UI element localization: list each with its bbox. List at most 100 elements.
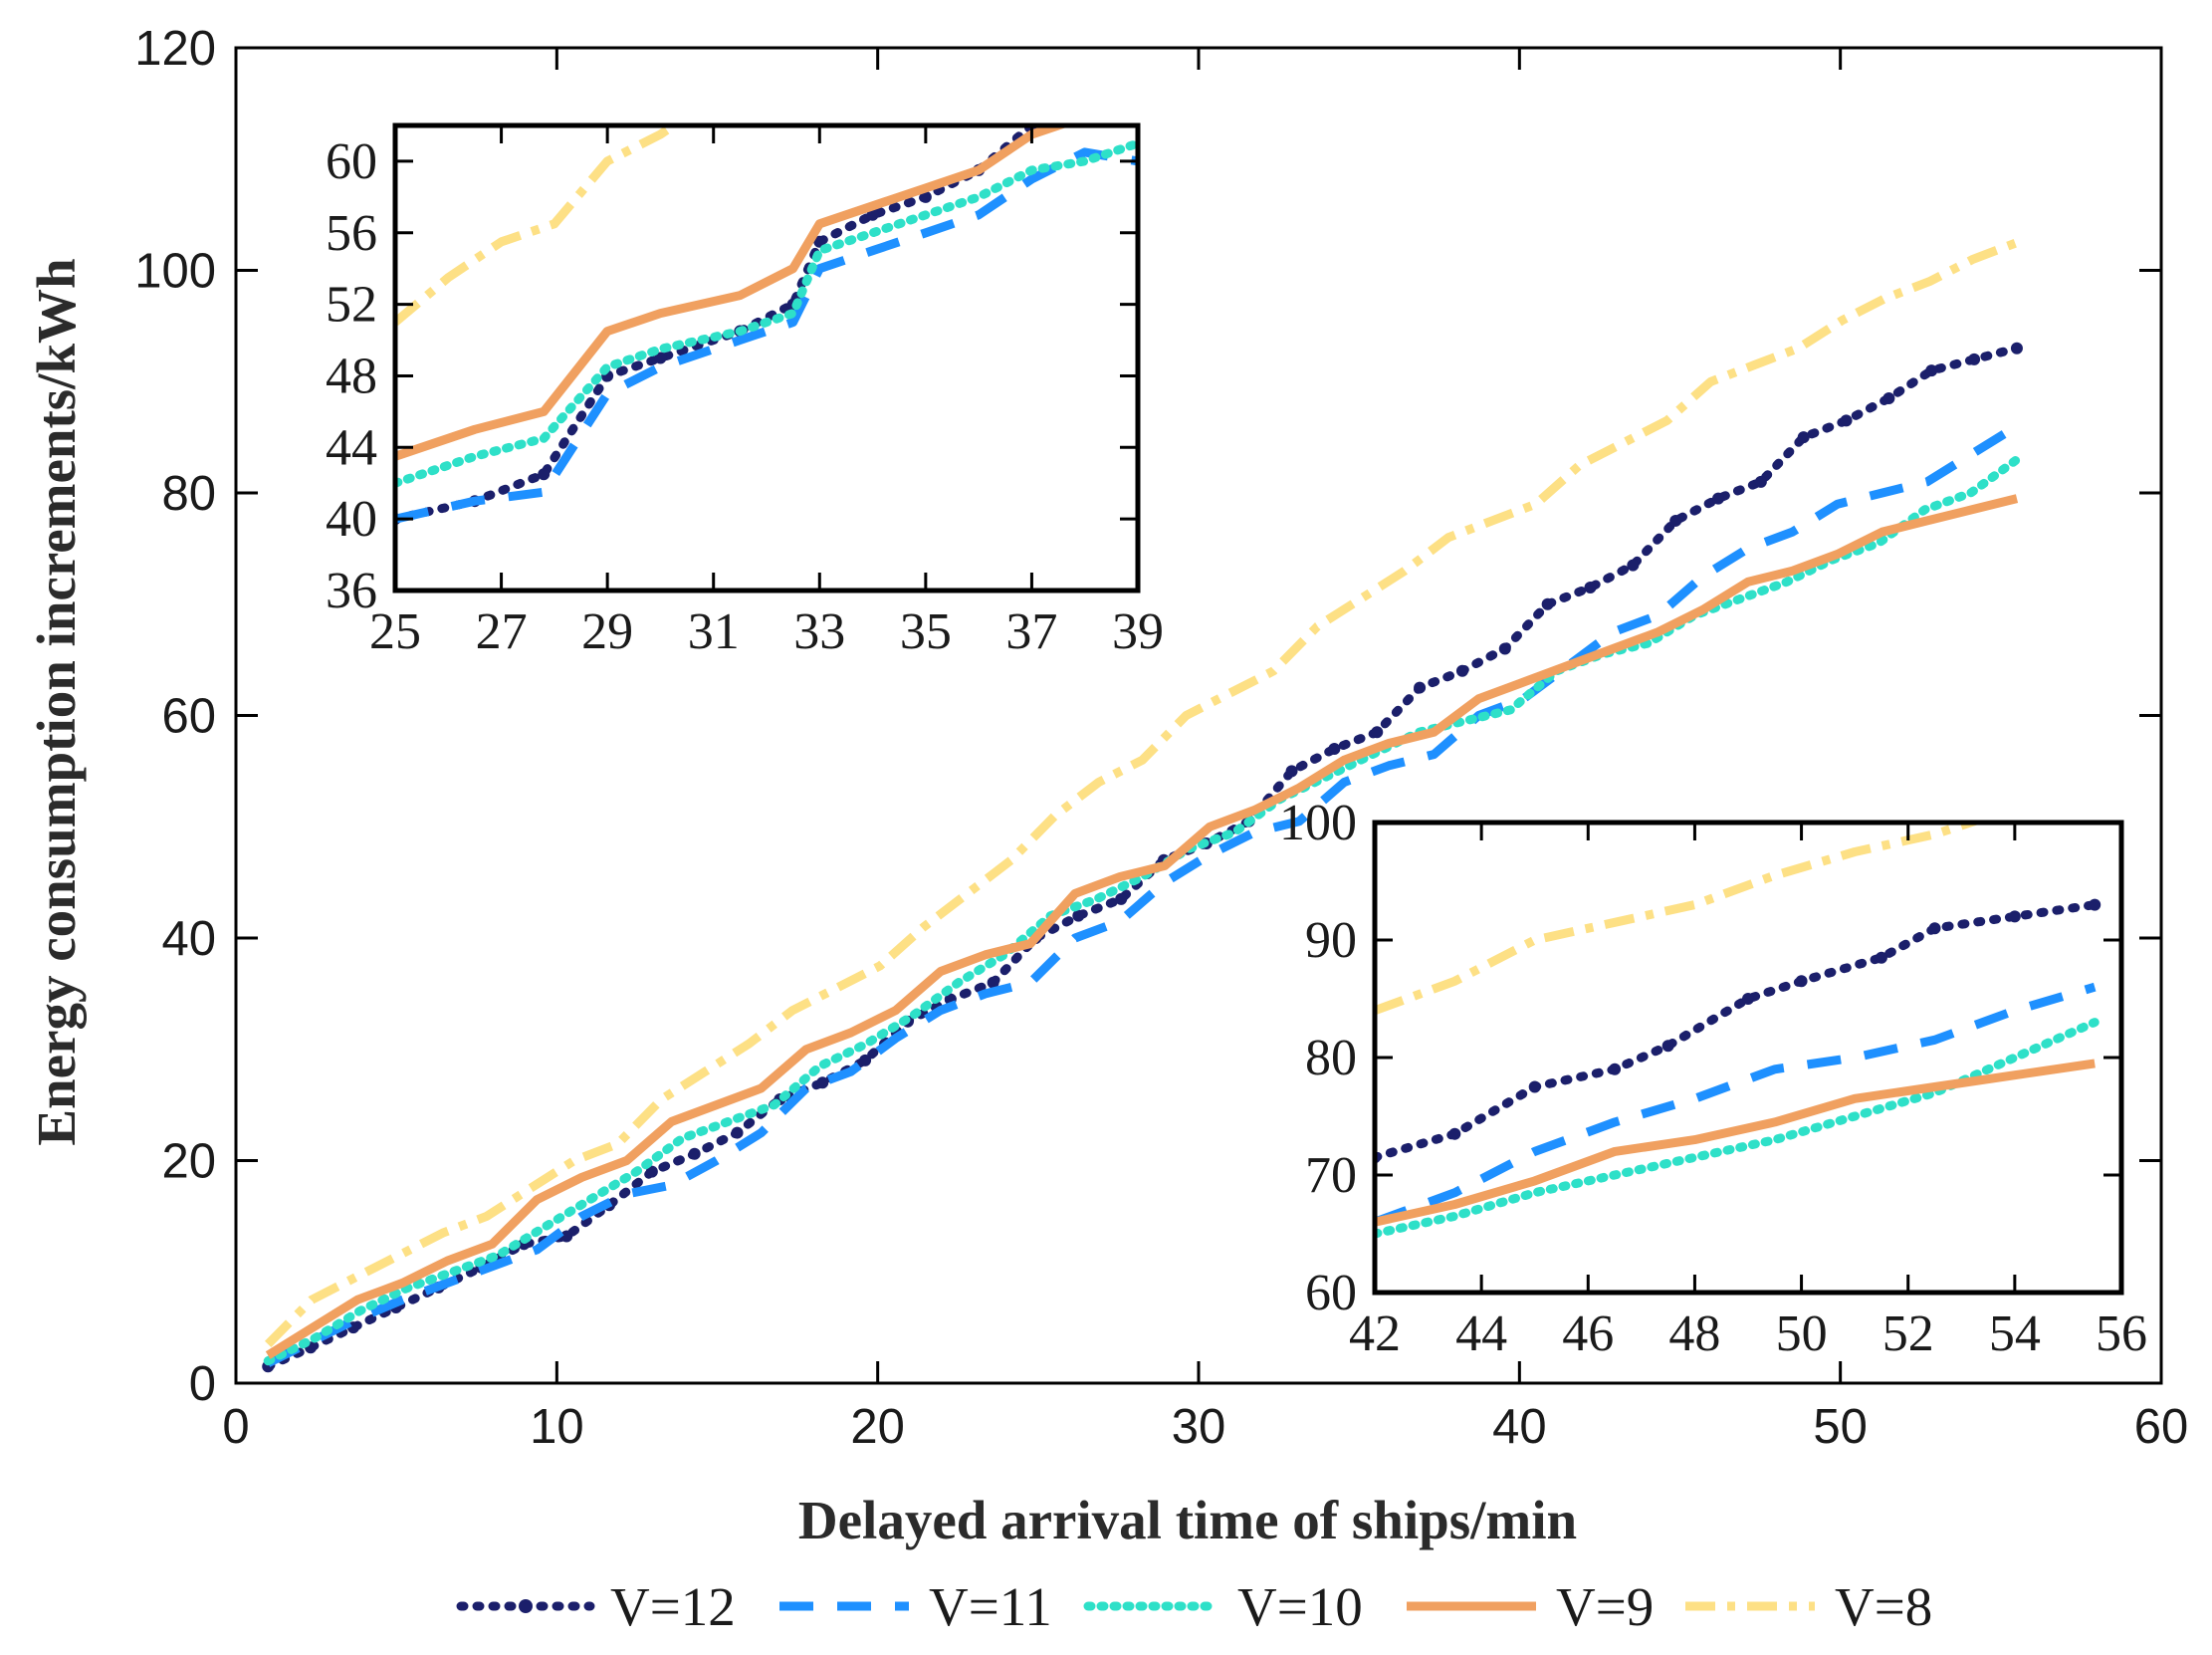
x-tick-label: 54	[1989, 1305, 2041, 1362]
point-marker	[987, 976, 999, 989]
point-marker	[1875, 951, 1887, 964]
x-tick-label: 39	[1112, 603, 1164, 660]
point-marker	[1528, 1080, 1541, 1093]
y-tick-label: 60	[326, 133, 377, 190]
y-tick-label: 52	[326, 277, 377, 334]
y-tick-label: 60	[1305, 1265, 1357, 1321]
point-marker	[1840, 414, 1853, 427]
point-marker	[813, 235, 826, 248]
x-tick-label: 0	[222, 1400, 249, 1454]
x-tick-label: 33	[793, 603, 845, 660]
x-tick-label: 50	[1813, 1400, 1868, 1454]
x-tick-label: 40	[1492, 1400, 1547, 1454]
x-tick-label: 20	[850, 1400, 905, 1454]
point-marker	[816, 1076, 829, 1089]
y-tick-label: 20	[161, 1135, 216, 1189]
point-marker	[919, 190, 932, 203]
series-line-v-12-inset-lower	[1375, 900, 2100, 1162]
series-line-v-10-inset-lower	[1375, 1018, 2100, 1239]
series-line-v-9-main	[265, 494, 2019, 1359]
point-marker	[645, 1165, 658, 1178]
point-marker	[1661, 1040, 1674, 1053]
legend: V=12 V=11 V=10 V=9 V=8	[456, 1576, 1932, 1637]
series-line-v-10-inset-upper	[395, 138, 1138, 488]
y-tick-label: 90	[1305, 912, 1357, 969]
point-marker	[1795, 975, 1808, 988]
inset-upper-left-plot: 25 27 29 31 33 35 37 39 36 40 44 48 52 56 60	[326, 122, 1164, 660]
y-tick-label: 0	[189, 1357, 216, 1411]
x-tick-label: 44	[1455, 1305, 1507, 1362]
inset-upper-background	[395, 125, 1138, 591]
y-tick-label: 60	[161, 690, 216, 744]
point-marker	[654, 352, 667, 364]
series-line-v-10-main	[263, 455, 2022, 1366]
point-marker	[1541, 597, 1554, 610]
point-marker	[1414, 681, 1427, 694]
x-tick-label: 56	[2096, 1305, 2147, 1362]
point-marker	[1371, 726, 1384, 739]
y-tick-label: 48	[326, 348, 377, 404]
x-tick-label: 25	[369, 603, 421, 660]
y-tick-label: 70	[1305, 1147, 1357, 1204]
x-tick-label: 37	[1005, 603, 1057, 660]
point-marker	[1448, 1127, 1461, 1140]
legend-label: V=10	[1237, 1576, 1363, 1637]
y-tick-label: 56	[326, 205, 377, 262]
y-tick-label: 100	[134, 245, 216, 299]
point-marker	[1928, 922, 1941, 935]
x-tick-label: 46	[1562, 1305, 1614, 1362]
inset-lower-right-plot: 42 44 46 48 50 52 54 56 60 70 80 90 100	[1279, 795, 2147, 1362]
x-tick-label: 29	[581, 603, 633, 660]
y-tick-label: 40	[326, 491, 377, 548]
main-plot-area: 0 10 20 30 40 50 60 0 20 40 60 80 100 120	[134, 22, 2188, 1454]
y-tick-label: 40	[161, 912, 216, 966]
point-marker	[1115, 892, 1128, 905]
y-tick-label: 44	[326, 419, 377, 476]
point-marker	[538, 468, 551, 481]
series-line-v-11-inset-lower	[1375, 982, 2097, 1227]
x-tick-label: 31	[688, 603, 740, 660]
x-tick-label: 27	[476, 603, 528, 660]
series-line-v-11-main	[266, 422, 2020, 1367]
point-marker	[560, 1230, 573, 1243]
series-line-v-9-inset-upper	[395, 125, 1073, 461]
y-tick-label: 100	[1279, 795, 1357, 851]
point-marker	[1285, 765, 1298, 778]
x-tick-label: 10	[530, 1400, 584, 1454]
legend-marker	[519, 1599, 533, 1613]
point-marker	[1742, 993, 1754, 1005]
x-tick-label: 42	[1349, 1305, 1401, 1362]
point-marker	[1627, 559, 1640, 572]
series-line-v-8-main	[264, 238, 2019, 1348]
x-tick-label: 60	[2134, 1400, 2189, 1454]
x-tick-label: 30	[1172, 1400, 1226, 1454]
point-marker	[1669, 514, 1682, 527]
point-marker	[1584, 581, 1597, 593]
y-tick-label: 120	[134, 22, 216, 76]
legend-label: V=11	[929, 1576, 1052, 1637]
point-marker	[1498, 642, 1511, 655]
y-tick-label: 80	[161, 467, 216, 521]
point-marker	[1797, 431, 1810, 444]
point-marker	[1712, 492, 1725, 505]
x-tick-label: 48	[1668, 1305, 1720, 1362]
point-marker	[2089, 898, 2101, 911]
y-tick-label: 36	[326, 563, 377, 619]
point-marker	[688, 1147, 701, 1160]
point-marker	[2008, 910, 2021, 923]
series-line-v-8-inset-upper	[395, 125, 682, 327]
point-marker	[1754, 475, 1767, 488]
legend-label: V=12	[610, 1576, 736, 1637]
point-marker	[1455, 664, 1468, 677]
x-tick-label: 50	[1776, 1305, 1828, 1362]
point-marker	[2010, 342, 2023, 355]
point-marker	[731, 1126, 744, 1139]
inset-upper-series-group	[395, 125, 1138, 526]
x-tick-label: 52	[1882, 1305, 1934, 1362]
y-axis-label: Energy consumption increments/kWh	[26, 258, 87, 1145]
x-tick-label: 35	[900, 603, 952, 660]
series-line-v-9-inset-lower	[1375, 1059, 2096, 1227]
legend-label: V=8	[1835, 1576, 1932, 1637]
series-line-v-12-inset-upper	[395, 125, 1046, 524]
